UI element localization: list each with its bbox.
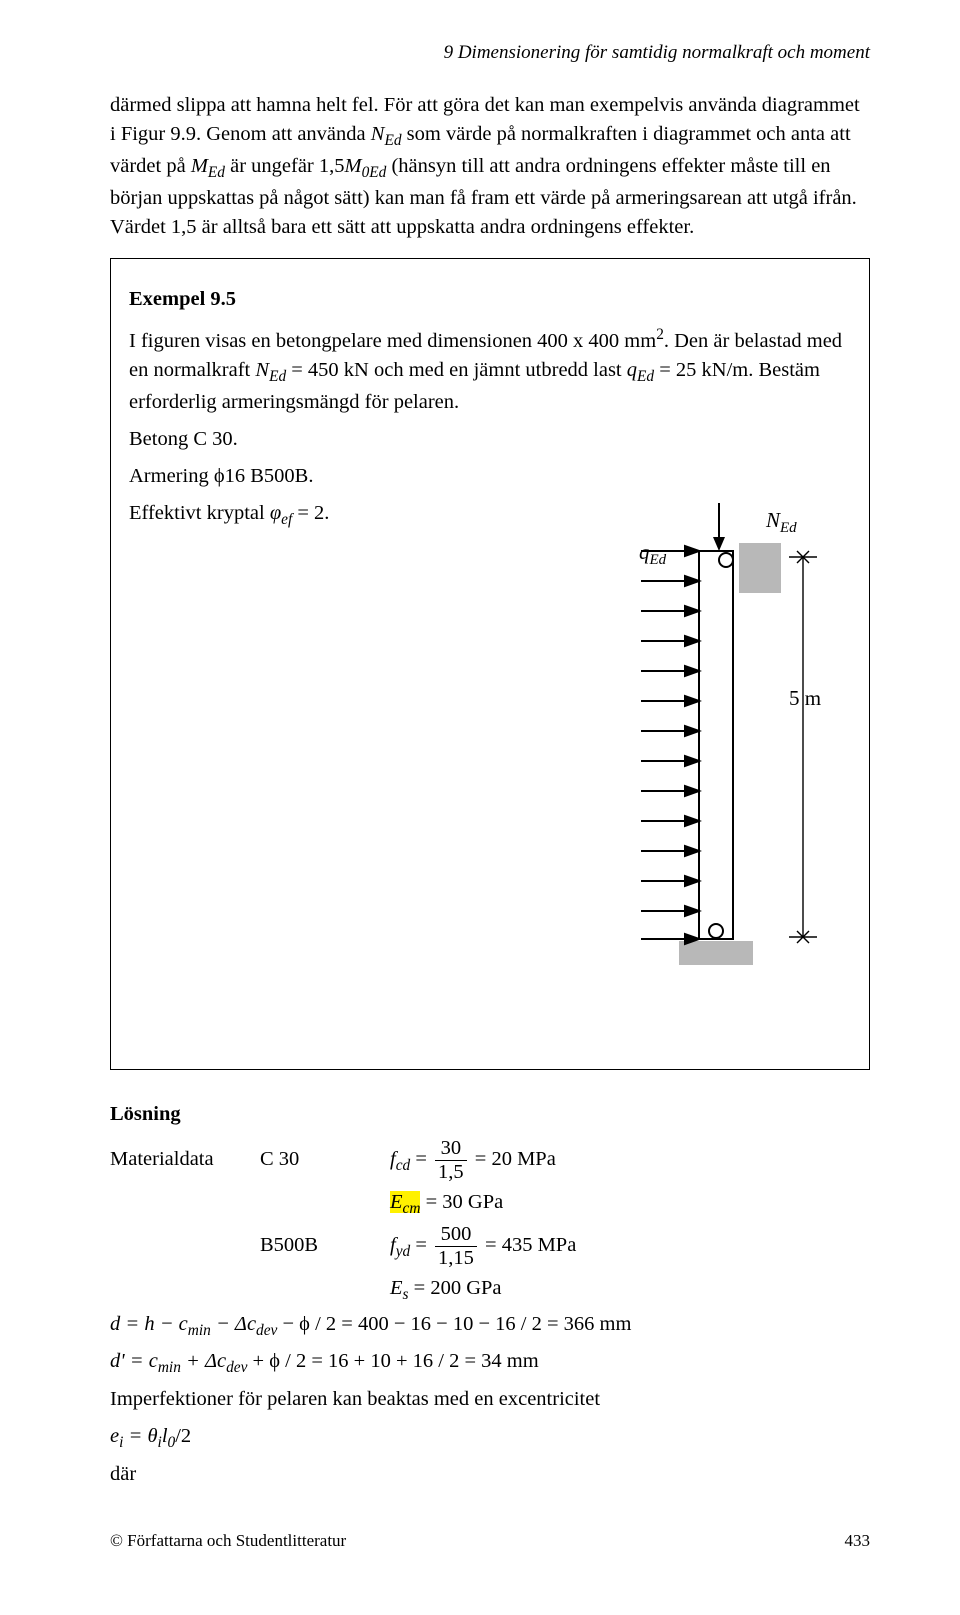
text: I figuren visas en betongpelare med dime… [129,330,656,352]
material-name: B500B [260,1231,390,1260]
sub: dev [256,1322,277,1339]
example-paragraph: I figuren visas en betongpelare med dime… [129,324,851,417]
text: + ϕ / 2 = 16 + 10 + 16 / 2 = 34 mm [247,1350,538,1372]
var-M-sub: Ed [208,164,225,181]
page-footer: © Författarna och Studentlitteratur 433 [110,1529,870,1553]
equation: Es = 200 GPa [390,1274,502,1306]
var-q-sub: Ed [637,368,654,385]
text: − Δc [211,1313,256,1335]
equation: fyd = 500 1,15 = 435 MPa [390,1223,576,1269]
var-e: e [110,1425,119,1447]
text: d = h − c [110,1313,188,1335]
numerator: 30 [435,1137,467,1161]
svg-text:qEd: qEd [639,540,667,568]
var-N: N [371,123,385,145]
var-M0: M [345,155,362,177]
equation: Ecm = 30 GPa [390,1188,503,1220]
sub: min [158,1360,181,1377]
load-arrows [641,546,699,944]
material-row-ecm: Ecm = 30 GPa [110,1188,870,1220]
var-M0-sub: 0Ed [362,164,387,181]
chapter-header: 9 Dimensionering för samtidig normalkraf… [110,40,870,67]
var-ecm-sub: cm [403,1200,421,1217]
result: = 30 GPa [420,1191,503,1213]
text: = 450 kN och med en jämnt utbredd last [286,359,627,381]
var-M: M [191,155,208,177]
sub: dev [226,1360,247,1377]
var-es: E [390,1277,403,1299]
material-row-es: Es = 200 GPa [110,1274,870,1306]
figure-area: qEd NEd [129,533,851,1013]
text: − ϕ / 2 = 400 − 16 − 10 − 16 / 2 = 366 m… [277,1313,631,1335]
page-number: 433 [845,1529,871,1553]
solution-heading: Lösning [110,1100,870,1129]
numerator: 500 [435,1223,477,1247]
material-row-fyd: B500B fyd = 500 1,15 = 435 MPa [110,1223,870,1269]
text: + Δc [181,1350,226,1372]
material-name: C 30 [260,1145,390,1174]
text: Effektivt kryptal [129,502,270,524]
text: /2 [175,1425,191,1447]
equation: fcd = 30 1,5 = 20 MPa [390,1137,556,1183]
example-box: Exempel 9.5 I figuren visas en betongpel… [110,258,870,1070]
text: 1,5 [319,155,345,177]
squared: 2 [656,326,664,343]
denominator: 1,15 [435,1247,477,1270]
equation-ei: ei = θil0/2 [110,1422,870,1454]
sub: min [188,1322,211,1339]
text: d' = c [110,1350,158,1372]
equation-dprime: d' = cmin + Δcdev + ϕ / 2 = 16 + 10 + 16… [110,1347,870,1379]
var-phi: φ [270,502,281,524]
result: = 20 MPa [475,1148,556,1170]
var-N: N [255,359,269,381]
svg-text:5 m: 5 m [789,686,821,710]
dar-line: där [110,1460,870,1489]
result: = 435 MPa [485,1234,576,1256]
example-title: Exempel 9.5 [129,285,851,314]
var-ecm: E [390,1191,403,1213]
var-fyd-sub: yd [396,1243,411,1260]
svg-text:NEd: NEd [765,508,797,536]
imperfection-text: Imperfektioner för pelaren kan beaktas m… [110,1385,870,1414]
denominator: 1,5 [435,1161,467,1184]
var-q: q [627,359,637,381]
equals: = [415,1234,432,1256]
body-paragraph: därmed slippa att hamna helt fel. För at… [110,91,870,242]
highlight: Ecm [390,1191,420,1213]
material-label: Materialdata [110,1145,260,1174]
copyright: © Författarna och Studentlitteratur [110,1529,346,1553]
var-fcd-sub: cd [396,1157,411,1174]
fraction: 500 1,15 [435,1223,477,1269]
column-diagram: qEd NEd [521,443,841,983]
text: är ungefär [225,155,319,177]
result: = 200 GPa [409,1277,502,1299]
text: = θ [123,1425,157,1447]
var-N-sub: Ed [384,132,401,149]
var-phi-sub: ef [281,512,292,529]
fraction: 30 1,5 [435,1137,467,1183]
equals: = [415,1148,432,1170]
material-row-fcd: Materialdata C 30 fcd = 30 1,5 = 20 MPa [110,1137,870,1183]
text: = 2. [292,502,329,524]
var-N-sub: Ed [269,368,286,385]
equation-d: d = h − cmin − Δcdev − ϕ / 2 = 400 − 16 … [110,1310,870,1342]
